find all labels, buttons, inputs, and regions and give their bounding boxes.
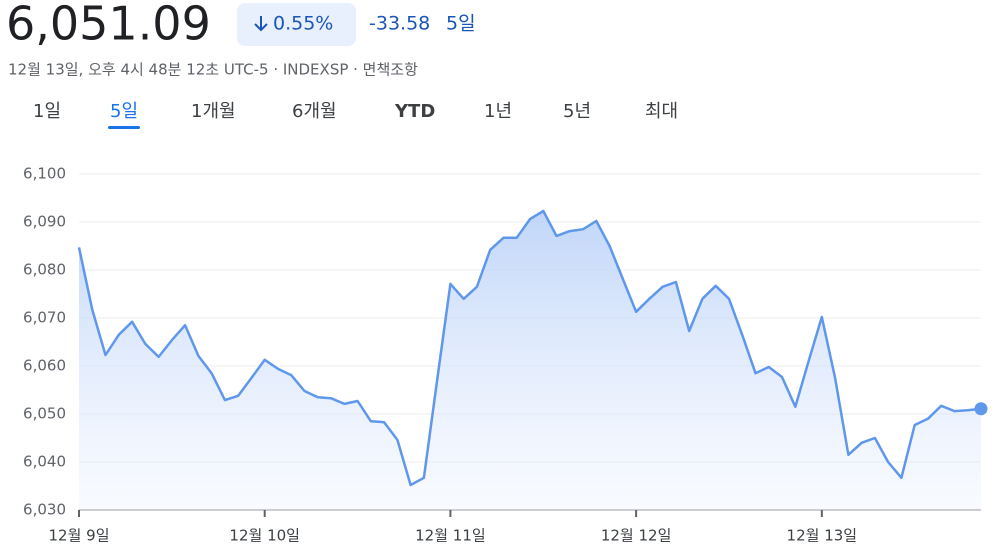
price-line <box>77 209 982 487</box>
x-tick-label: 12월 11일 <box>415 527 486 545</box>
price: 6,051.09 <box>6 0 211 51</box>
y-tick-label: 6,050 <box>23 405 66 423</box>
tab-underline <box>108 126 141 129</box>
x-tick-label: 12월 12일 <box>601 527 672 545</box>
x-tick-label: 12월 13일 <box>787 527 858 545</box>
y-tick-label: 6,030 <box>23 501 66 519</box>
down-arrow <box>254 16 268 32</box>
tab[interactable]: 5일 <box>110 101 138 122</box>
x-tick-label: 12월 9일 <box>49 527 110 545</box>
tab[interactable]: YTD <box>394 101 435 122</box>
y-tick-label: 6,070 <box>23 309 66 327</box>
tab[interactable]: 5년 <box>563 101 591 122</box>
change-percent: 0.55% <box>273 13 333 35</box>
y-tick-label: 6,100 <box>23 165 66 183</box>
tab[interactable]: 1일 <box>33 101 61 122</box>
x-tick-label: 12월 10일 <box>229 527 300 545</box>
tab[interactable]: 6개월 <box>292 101 337 122</box>
y-tick-label: 6,060 <box>23 357 66 375</box>
tab[interactable]: 최대 <box>645 101 678 122</box>
tab[interactable]: 1년 <box>484 101 512 122</box>
subtitle: 12월 13일, 오후 4시 48분 12초 UTC-5 · INDEXSP ·… <box>8 61 418 79</box>
y-tick-label: 6,090 <box>23 213 66 231</box>
y-tick-label: 6,080 <box>23 261 66 279</box>
area <box>79 211 981 510</box>
tab[interactable]: 1개월 <box>191 101 236 122</box>
last-point <box>974 402 988 416</box>
y-tick-label: 6,040 <box>23 453 66 471</box>
change: -33.58 <box>369 13 430 35</box>
change-badge <box>237 3 356 46</box>
period: 5일 <box>446 13 476 35</box>
